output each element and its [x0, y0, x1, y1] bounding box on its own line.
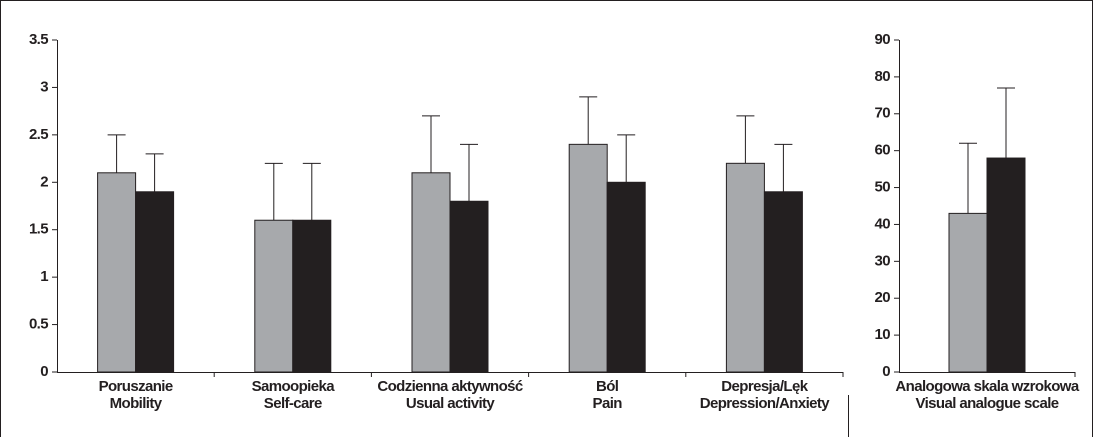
x-tick-label: Poruszanie [99, 378, 173, 395]
bar [449, 200, 489, 373]
x-tick-label: Visual analogue scale [915, 395, 1058, 412]
error-bar [145, 153, 164, 192]
y-tick-label: 30 [875, 252, 891, 269]
y-tick-label: 20 [875, 289, 891, 306]
bar [254, 219, 294, 373]
error-bar [997, 87, 1015, 159]
x-tick-label: Analogowa skala wzrokowa [895, 378, 1079, 395]
x-tick-label: Depression/Anxiety [700, 395, 831, 412]
y-tick-label: 40 [875, 215, 891, 232]
y-tick-label: 90 [875, 31, 891, 48]
error-bar [302, 162, 321, 221]
y-tick-label: 0 [882, 363, 890, 380]
x-tick-label: Usual activity [406, 395, 496, 412]
bar [568, 143, 608, 373]
y-tick-label: 1 [40, 268, 48, 285]
bar [411, 172, 451, 373]
y-tick-label: 10 [875, 326, 891, 343]
error-bar [774, 143, 793, 192]
y-tick-label: 0 [40, 363, 48, 380]
bar [725, 162, 765, 373]
x-tick-label: Pain [593, 395, 623, 412]
bar [135, 191, 175, 373]
y-tick-label: 50 [875, 179, 891, 196]
y-tick-label: 80 [875, 68, 891, 85]
y-tick-label: 2 [40, 173, 48, 190]
y-tick-label: 3 [40, 78, 48, 95]
y-tick-label: 2.5 [29, 126, 48, 143]
error-bar [579, 96, 598, 145]
y-tick-label: 1.5 [29, 221, 48, 238]
x-tick-label: Codzienna aktywność [377, 378, 523, 395]
y-tick-label: 60 [875, 142, 891, 159]
error-bar [107, 134, 126, 173]
error-bar [959, 142, 977, 214]
bar [606, 181, 646, 373]
error-bar [264, 162, 283, 221]
bar [292, 219, 332, 373]
error-bar [736, 115, 755, 164]
error-bar [460, 143, 478, 202]
error-bar [617, 134, 636, 183]
x-tick-label: Ból [596, 378, 619, 395]
y-tick-label: 0.5 [29, 316, 48, 333]
y-tick-label: 3.5 [29, 31, 48, 48]
x-tick-label: Depresja/Lęk [721, 378, 808, 395]
bar [763, 191, 803, 373]
bar [97, 172, 137, 373]
error-bar [422, 115, 440, 173]
x-tick-label: Mobility [110, 395, 163, 412]
bar [986, 157, 1026, 373]
y-tick-label: 70 [875, 105, 891, 122]
x-tick-label: Samoopieka [252, 378, 336, 395]
bar [948, 212, 988, 373]
x-tick-label: Self-care [264, 395, 322, 412]
